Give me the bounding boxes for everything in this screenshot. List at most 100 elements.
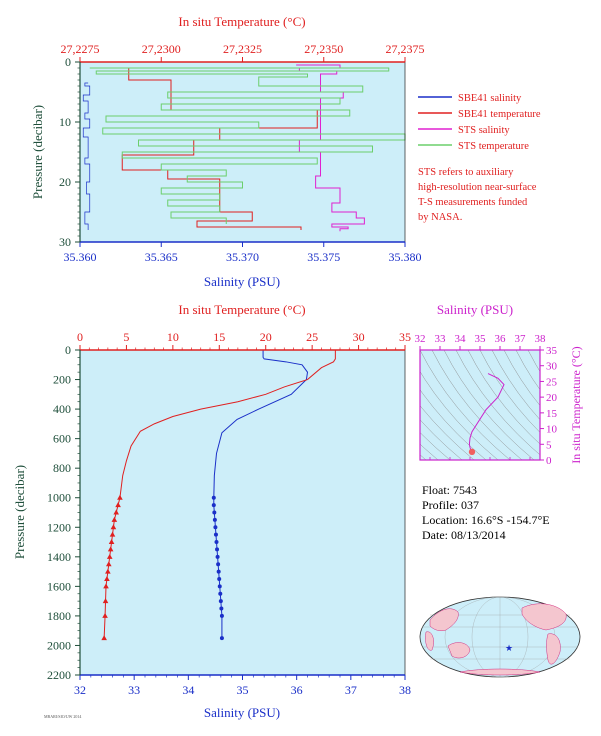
ts-temp-tick-label: 10 — [546, 424, 558, 436]
temperature-marker — [111, 516, 118, 522]
main-temp-tick-label: 30 — [353, 330, 365, 344]
main-pressure-tick-label: 2200 — [47, 668, 71, 682]
float-position-marker: ★ — [505, 643, 513, 653]
main-temp-tick-label: 10 — [167, 330, 179, 344]
map-australia — [447, 642, 471, 659]
density-contour — [491, 350, 540, 421]
density-contour — [479, 350, 540, 433]
main-pressure-tick-label: 200 — [53, 373, 71, 387]
temperature-marker — [106, 553, 113, 559]
legend-label-sts-temperature: STS temperature — [458, 141, 529, 152]
density-contour — [515, 350, 540, 391]
sts-note-line-3: T-S measurements funded — [418, 197, 528, 208]
top-pressure-tick-label: 0 — [65, 55, 71, 69]
density-contour — [420, 419, 463, 460]
main-temp-tick-label: 35 — [399, 330, 411, 344]
main-temp-tick-label: 0 — [77, 330, 83, 344]
top-legend: SBE41 salinity SBE41 temperature STS sal… — [418, 93, 541, 152]
density-contour — [420, 405, 475, 460]
legend-label-sbe41-salinity: SBE41 salinity — [458, 93, 522, 104]
salinity-marker — [213, 525, 218, 530]
top-series-group — [82, 64, 406, 232]
map-landmasses — [425, 603, 567, 676]
main-panel-ticks: 0 5 10 15 20 25 30 35 32 33 34 35 36 37 38 0 200 400 600 80… — [47, 330, 411, 697]
salinity-marker — [212, 510, 217, 515]
float-location: Location: 16.6°S -154.7°E — [422, 513, 550, 527]
ts-temp-tick-label: 20 — [546, 392, 558, 404]
main-temp-tick-label: 5 — [123, 330, 129, 344]
sts-note-line-4: by NASA. — [418, 212, 462, 223]
float-id: Float: 7543 — [422, 483, 477, 497]
top-pressure-tick-label: 20 — [59, 175, 71, 189]
main-temp-tick-label: 15 — [213, 330, 225, 344]
world-map: ★ — [419, 596, 581, 678]
density-contour — [527, 350, 540, 372]
salinity-marker — [211, 495, 216, 500]
salinity-marker — [216, 562, 221, 567]
main-pressure-tick-label: 1600 — [47, 579, 71, 593]
top-salinity-tick-label: 35.370 — [226, 250, 259, 264]
top-panel-ticks: 27,2275 27,2300 27,2325 27,2350 27,2375 35.36… — [59, 42, 425, 264]
salinity-marker — [213, 532, 218, 537]
density-contour — [443, 350, 535, 460]
ts-temp-tick-label: 30 — [546, 361, 558, 373]
salinity-marker — [217, 584, 222, 589]
top-temp-tick-label: 27,2325 — [223, 42, 262, 56]
ts-salinity-tick-label: 38 — [535, 333, 547, 345]
salinity-marker — [212, 517, 217, 522]
top-pressure-tick-label: 30 — [59, 235, 71, 249]
top-salinity-tick-label: 35.365 — [145, 250, 178, 264]
top-temp-tick-label: 27,2275 — [61, 42, 100, 56]
ts-plot-area — [420, 350, 540, 460]
main-pressure-tick-label: 1400 — [47, 550, 71, 564]
top-salinity-tick-label: 35.375 — [307, 250, 340, 264]
main-temp-axis-title: In situ Temperature (°C) — [178, 302, 305, 317]
map-asia — [429, 608, 459, 631]
main-salinity-tick-label: 34 — [182, 683, 194, 697]
top-temp-axis-title: In situ Temperature (°C) — [178, 14, 305, 29]
main-pressure-tick-label: 2000 — [47, 638, 71, 652]
top-salinity-tick-label: 35.380 — [389, 250, 422, 264]
temperature-marker — [108, 539, 115, 545]
profile-number: Profile: 037 — [422, 498, 479, 512]
ts-temp-axis-title: In situ Temperature (°C) — [569, 346, 583, 463]
ts-temp-tick-label: 25 — [546, 376, 558, 388]
density-contour — [431, 350, 523, 460]
sts-note: STS refers to auxiliary high-resolution … — [418, 167, 537, 223]
top-salinity-tick-label: 35.360 — [64, 250, 97, 264]
main-salinity-tick-label: 35 — [237, 683, 249, 697]
top-pressure-axis-title: Pressure (decibar) — [30, 105, 45, 199]
ts-salinity-tick-label: 32 — [415, 333, 426, 345]
temperature-marker — [102, 598, 109, 604]
salinity-marker — [217, 576, 222, 581]
main-pressure-tick-label: 0 — [65, 343, 71, 357]
ts-salinity-tick-label: 36 — [495, 333, 507, 345]
temperature-marker — [105, 568, 111, 574]
top-temp-tick-label: 27,2300 — [142, 42, 181, 56]
sts-note-line-1: STS refers to auxiliary — [418, 167, 514, 178]
salinity-marker — [216, 569, 221, 574]
main-salinity-tick-label: 36 — [291, 683, 303, 697]
main-salinity-tick-label: 37 — [345, 683, 357, 697]
ts-deep-cluster — [468, 448, 476, 456]
salinity-marker — [218, 599, 223, 604]
salinity-marker — [211, 503, 216, 508]
temperature-marker — [109, 531, 116, 537]
main-pressure-tick-label: 1800 — [47, 609, 71, 623]
main-pressure-tick-label: 800 — [53, 461, 71, 475]
main-plot-area — [80, 350, 405, 675]
top-series-line-3 — [296, 64, 365, 232]
ts-salinity-tick-label: 37 — [515, 333, 527, 345]
ts-curve — [468, 373, 505, 453]
main-salinity-tick-label: 33 — [128, 683, 140, 697]
ts-inset-ticks: 32 33 34 35 36 37 38 0 5 10 15 20 25 30 35 — [415, 333, 558, 467]
top-temp-tick-label: 27,2375 — [386, 42, 425, 56]
density-contour — [420, 350, 511, 460]
temperature-marker — [102, 612, 108, 618]
top-temp-tick-label: 27,2350 — [304, 42, 343, 56]
salinity-marker — [218, 591, 223, 596]
profile-date: Date: 08/13/2014 — [422, 528, 506, 542]
ts-temp-tick-label: 0 — [546, 455, 552, 467]
temperature-marker — [103, 583, 109, 589]
temperature-marker — [113, 509, 120, 515]
